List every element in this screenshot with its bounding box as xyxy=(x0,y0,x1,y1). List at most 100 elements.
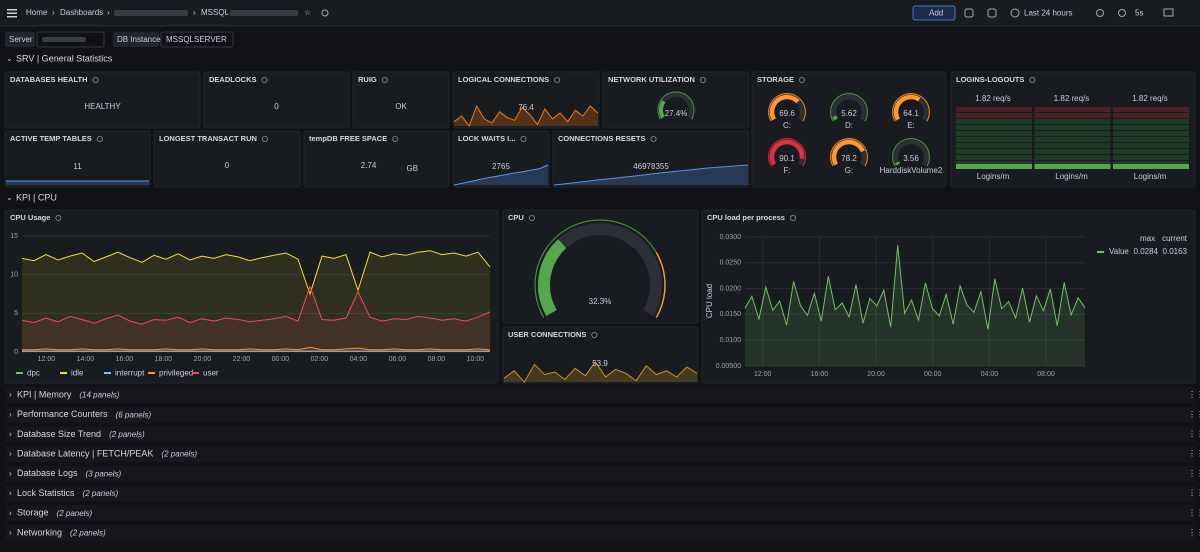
stat-value: 46978355 xyxy=(633,162,669,171)
redacted xyxy=(230,10,298,16)
row-header[interactable] xyxy=(5,505,1195,522)
info-icon xyxy=(650,135,657,142)
y-tick-label: 0.0150 xyxy=(720,311,742,318)
x-tick-label: 16:00 xyxy=(811,371,829,378)
bar-gauge-segment xyxy=(1113,137,1189,142)
gauge-threshold xyxy=(768,93,806,122)
panel-title: NETWORK UTILIZATION xyxy=(608,75,695,84)
row-title: Database Size Trend xyxy=(17,429,101,439)
row-header[interactable] xyxy=(5,446,1195,463)
x-tick-label: 20:00 xyxy=(867,371,885,378)
stat-value: 0 xyxy=(274,102,279,111)
x-tick-label: 04:00 xyxy=(981,371,999,378)
gauge-name: HarddiskVolume2 xyxy=(880,166,943,175)
legend-max: 0.0284 xyxy=(1134,247,1159,256)
variable-select[interactable] xyxy=(160,31,234,48)
gauge-threshold xyxy=(830,138,868,167)
star-icon[interactable]: ☆ xyxy=(304,8,311,17)
sparkline-area xyxy=(554,165,748,185)
info-icon xyxy=(699,77,706,84)
row-header[interactable] xyxy=(5,406,1195,423)
add-button[interactable] xyxy=(912,5,956,21)
info-icon xyxy=(798,77,805,84)
bar-gauge-segment xyxy=(1113,107,1189,112)
panel xyxy=(452,71,600,129)
info-icon xyxy=(591,331,598,338)
series-line xyxy=(21,284,491,325)
x-tick-label: 02:00 xyxy=(311,356,329,363)
gauge-threshold xyxy=(892,93,930,122)
bar-gauge-segment xyxy=(1113,143,1189,148)
row-header[interactable] xyxy=(5,524,1195,541)
toolbar-icon[interactable] xyxy=(987,8,997,18)
panel-title: RUIG xyxy=(358,75,377,84)
refresh-icon[interactable] xyxy=(1118,9,1126,17)
stat-value: 76.4 xyxy=(518,103,534,112)
sparkline xyxy=(553,164,749,186)
bar-gauge-segment xyxy=(1113,113,1189,118)
stat-value: 11 xyxy=(73,162,82,171)
y-tick-label: 0.00500 xyxy=(716,363,741,370)
column-name: Logins/m xyxy=(1134,172,1167,181)
breadcrumb: Dashboards xyxy=(60,8,103,17)
drag-handle: ⋮⋮ xyxy=(1188,528,1200,537)
info-icon xyxy=(520,135,527,142)
row-count: (2 panels) xyxy=(109,430,145,439)
row-count: (2 panels) xyxy=(161,450,197,459)
panel-title: CPU xyxy=(508,213,524,222)
bar-gauge-segment xyxy=(956,119,1032,124)
gauge-value xyxy=(894,161,900,166)
legend-swatch xyxy=(192,372,199,374)
gauge-track xyxy=(831,94,867,121)
row-header[interactable] xyxy=(5,485,1195,502)
gauge-value xyxy=(831,139,865,166)
sparkline xyxy=(453,104,599,128)
gauge-value xyxy=(659,100,666,119)
sparkline-area xyxy=(454,106,598,126)
bar-gauge-segment xyxy=(1113,155,1189,160)
top-bar xyxy=(0,0,1200,26)
stat-value: 53.9 xyxy=(592,359,608,368)
redacted xyxy=(114,10,188,16)
series-line xyxy=(21,250,491,296)
gauge-value-label: 78.2 xyxy=(841,154,857,163)
gauge-threshold xyxy=(892,138,930,167)
row-header[interactable] xyxy=(5,387,1195,403)
variable-label-bg xyxy=(5,32,35,47)
stat-value: HEALTHY xyxy=(84,102,121,111)
legend-swatch xyxy=(16,372,23,374)
bar-gauge-segment xyxy=(1034,149,1111,154)
row-header[interactable] xyxy=(5,465,1195,482)
breadcrumb: MSSQL xyxy=(201,8,230,17)
toolbar-icon[interactable] xyxy=(964,8,974,18)
zoom-icon[interactable] xyxy=(1096,9,1104,17)
info-icon xyxy=(261,77,268,84)
info-icon xyxy=(55,214,62,221)
legend-swatch xyxy=(104,372,111,374)
gauge-value-label: 64.1 xyxy=(903,109,919,118)
menu-icon[interactable] xyxy=(7,9,17,18)
row-header[interactable] xyxy=(5,426,1195,443)
gauge-threshold xyxy=(768,138,806,167)
legend-current: 0.0163 xyxy=(1163,247,1188,256)
row-count: (2 panels) xyxy=(70,529,106,538)
legend-swatch xyxy=(1097,251,1104,253)
sparkline xyxy=(503,361,698,383)
y-tick-label: 0.0300 xyxy=(720,234,742,241)
legend-label: Value xyxy=(1109,247,1129,256)
tv-icon[interactable] xyxy=(1163,8,1174,17)
gauge-name: G: xyxy=(845,166,853,175)
bar-gauge-segment xyxy=(956,107,1032,112)
share-icon[interactable] xyxy=(321,9,329,17)
bar-gauge-segment xyxy=(1113,161,1189,166)
drag-handle: ⋮⋮ xyxy=(1188,489,1200,498)
chevron: › xyxy=(9,410,12,419)
x-tick-label: 14:00 xyxy=(77,356,95,363)
variable-label-bg xyxy=(113,32,159,47)
legend-label: idle xyxy=(71,369,84,378)
chevron: › xyxy=(9,449,12,458)
row-count: (2 panels) xyxy=(83,489,119,498)
panel xyxy=(352,71,450,129)
series-line xyxy=(744,245,1086,330)
gauge-track xyxy=(893,139,929,166)
